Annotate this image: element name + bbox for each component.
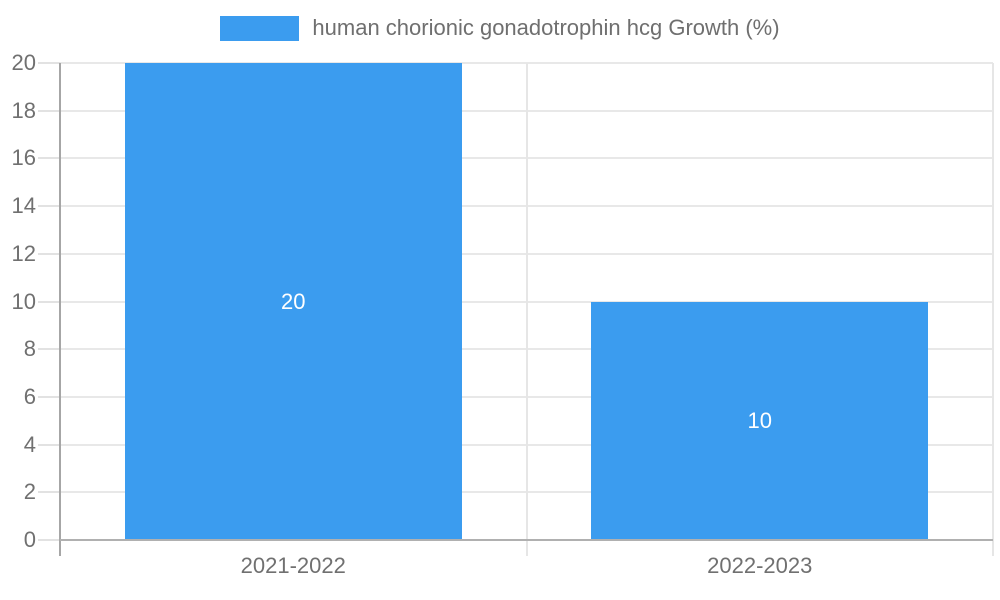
y-axis-line	[59, 63, 61, 556]
plot-area: 0 2 4 6 8 10 12 14 16 18 20 20 2021-2022 10 2022-2023	[12, 50, 994, 578]
x-axis-category-label: 2022-2023	[707, 553, 813, 578]
y-axis-tick	[38, 491, 60, 494]
y-axis-tick-label: 0	[23, 527, 36, 552]
y-axis-tick	[38, 395, 60, 398]
y-axis-tick-label: 14	[11, 193, 36, 219]
y-axis-tick-label: 20	[11, 50, 36, 75]
bar-value-label: 10	[747, 407, 772, 433]
legend-label: human chorionic gonadotrophin hcg Growth…	[312, 15, 780, 40]
y-axis-tick	[38, 443, 60, 446]
y-axis-tick	[38, 157, 60, 160]
y-axis-tick-label: 18	[11, 97, 36, 123]
y-axis-tick-label: 10	[11, 288, 36, 314]
bar-2021-2022[interactable]	[124, 63, 462, 540]
y-axis-tick	[38, 300, 60, 303]
x-axis-category-label: 2021-2022	[240, 553, 346, 578]
chart-legend: human chorionic gonadotrophin hcg Growth…	[0, 15, 1000, 41]
y-axis-tick-label: 2	[23, 479, 36, 505]
legend-item[interactable]: human chorionic gonadotrophin hcg Growth…	[220, 15, 780, 41]
x-axis-line	[60, 539, 993, 541]
y-axis-tick	[38, 109, 60, 112]
category-separator-line	[525, 63, 528, 556]
bar-value-label: 20	[281, 288, 306, 314]
y-axis-tick-label: 6	[23, 383, 36, 409]
bar-2022-2023[interactable]	[591, 301, 929, 540]
y-axis-tick-label: 8	[23, 336, 36, 362]
plot-right-border	[992, 63, 994, 556]
legend-swatch	[220, 15, 300, 41]
y-axis-tick-label: 16	[11, 145, 36, 171]
y-axis-tick	[38, 539, 60, 541]
y-axis-tick	[38, 62, 60, 64]
y-axis-tick	[38, 252, 60, 255]
y-axis-tick	[38, 348, 60, 351]
y-axis-tick-label: 12	[11, 240, 36, 266]
y-axis-tick-label: 4	[23, 431, 36, 457]
y-axis-tick	[38, 205, 60, 208]
